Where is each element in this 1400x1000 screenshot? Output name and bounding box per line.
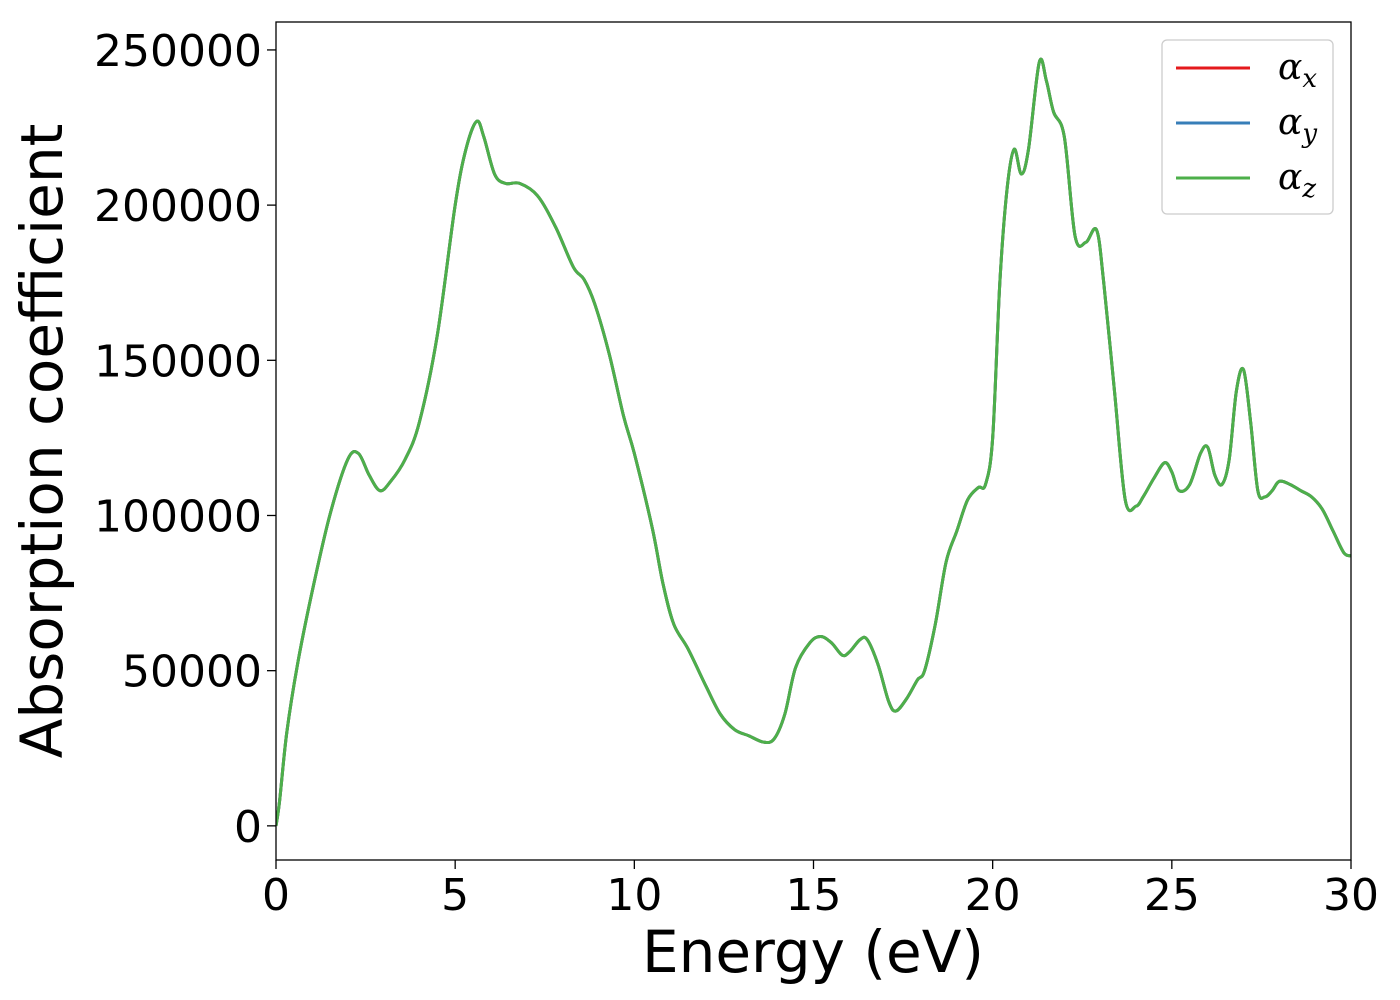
- x-tick-label: 20: [965, 870, 1021, 921]
- legend-label-y: αy: [1278, 102, 1317, 149]
- y-tick-label: 150000: [94, 336, 262, 387]
- x-tick-label: 10: [606, 870, 662, 921]
- y-tick-label: 100000: [94, 491, 262, 542]
- legend-box: [1161, 39, 1334, 215]
- x-tick-label: 25: [1144, 870, 1200, 921]
- y-axis-title: Absorption coefficient: [8, 124, 76, 759]
- x-axis: 0 5 10 15 20 25 30: [262, 860, 1379, 921]
- y-axis: 0 50000 100000 150000 200000 250000: [94, 26, 276, 853]
- x-axis-title: Energy (eV): [642, 918, 984, 986]
- x-tick-label: 5: [441, 870, 469, 921]
- y-tick-label: 200000: [94, 181, 262, 232]
- legend: αx αy αz: [1161, 39, 1334, 215]
- y-tick-label: 250000: [94, 26, 262, 77]
- x-tick-label: 30: [1323, 870, 1379, 921]
- legend-label-z: αz: [1278, 157, 1316, 204]
- series-layer: [276, 57, 1351, 827]
- x-tick-label: 15: [786, 870, 842, 921]
- legend-label-x: αx: [1278, 47, 1317, 94]
- y-tick-label: 50000: [122, 647, 262, 698]
- y-tick-label: 0: [234, 802, 262, 853]
- series-line-z: [276, 57, 1351, 827]
- x-tick-label: 0: [262, 870, 290, 921]
